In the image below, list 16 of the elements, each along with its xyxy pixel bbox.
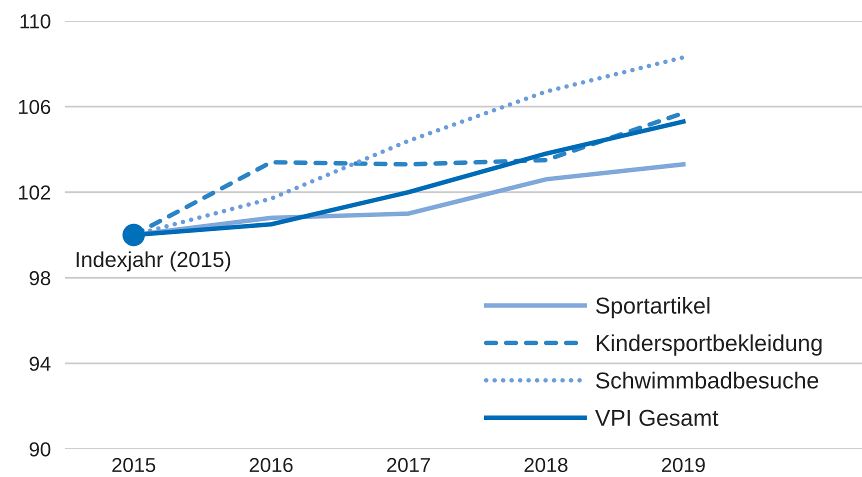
x-tick-label: 2015 — [112, 458, 156, 472]
legend-label: Kindersportbekleidung — [596, 334, 822, 356]
x-tick-label: 2016 — [250, 458, 293, 472]
y-tick-label: 106 — [19, 100, 50, 114]
legend-label: Schwimmbadbesuche — [596, 372, 818, 389]
y-tick-label: 94 — [30, 356, 51, 371]
y-tick-label: 90 — [30, 442, 50, 456]
legend-label: VPI Gesamt — [595, 410, 718, 426]
legend-label: Sportartikel — [596, 296, 710, 318]
x-tick-label: 2017 — [387, 458, 430, 472]
y-tick-label: 98 — [30, 271, 50, 286]
x-tick-label: 2018 — [524, 458, 568, 472]
annotation: Indexjahr (2015) — [76, 251, 230, 272]
y-tick-label: 102 — [19, 185, 50, 200]
x-tick-label: 2019 — [662, 458, 705, 472]
y-tick-label: 110 — [20, 14, 50, 28]
